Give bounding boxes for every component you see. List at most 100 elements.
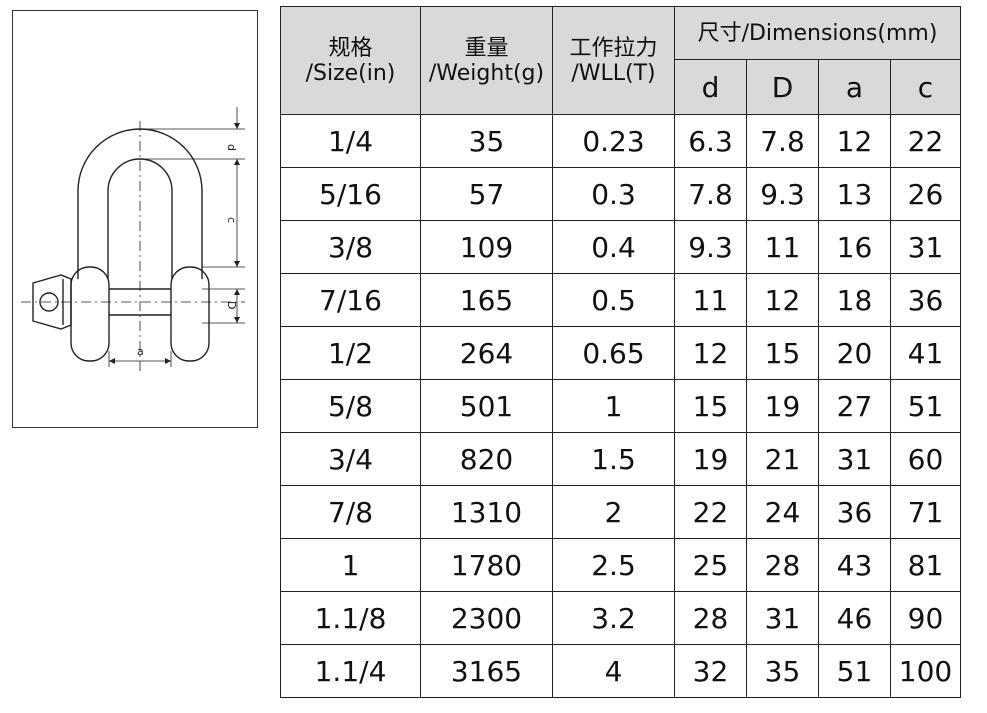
cell-d: 7.8 — [674, 167, 747, 221]
table-row: 1.1/4 3165 4 32 35 51 100 — [280, 644, 961, 698]
cell-wll: 2 — [552, 485, 675, 539]
header-dimensions: 尺寸/Dimensions(mm) — [674, 6, 961, 60]
cell-d-outer: 31 — [746, 591, 819, 645]
table-row: 3/8 109 0.4 9.3 11 16 31 — [280, 220, 961, 274]
cell-d: 6.3 — [674, 114, 747, 168]
table-row: 1/4 35 0.23 6.3 7.8 12 22 — [280, 114, 961, 168]
pin-hole — [39, 292, 59, 312]
cell-weight: 35 — [420, 114, 553, 168]
table-row: 5/8 501 1 15 19 27 51 — [280, 379, 961, 433]
cell-size: 7/16 — [280, 273, 421, 327]
cell-size: 5/16 — [280, 167, 421, 221]
header-d: d — [674, 59, 747, 115]
cell-size: 1.1/8 — [280, 591, 421, 645]
cell-size: 1/4 — [280, 114, 421, 168]
cell-weight: 109 — [420, 220, 553, 274]
cell-wll: 0.4 — [552, 220, 675, 274]
cell-d-outer: 28 — [746, 538, 819, 592]
cell-d-outer: 15 — [746, 326, 819, 380]
cell-a: 46 — [818, 591, 891, 645]
table-row: 1/2 264 0.65 12 15 20 41 — [280, 326, 961, 380]
table-row: 7/16 165 0.5 11 12 18 36 — [280, 273, 961, 327]
shackle-diagram: d c D a — [12, 10, 258, 428]
cell-c: 51 — [890, 379, 961, 433]
cell-weight: 57 — [420, 167, 553, 221]
cell-size: 1 — [280, 538, 421, 592]
cell-size: 3/4 — [280, 432, 421, 486]
cell-c: 71 — [890, 485, 961, 539]
cell-a: 43 — [818, 538, 891, 592]
cell-d-outer: 24 — [746, 485, 819, 539]
dim-label-a: a — [137, 345, 144, 358]
cell-weight: 501 — [420, 379, 553, 433]
cell-c: 26 — [890, 167, 961, 221]
table-row: 1 1780 2.5 25 28 43 81 — [280, 538, 961, 592]
cell-weight: 2300 — [420, 591, 553, 645]
cell-a: 12 — [818, 114, 891, 168]
cell-c: 60 — [890, 432, 961, 486]
left-ear — [70, 266, 110, 362]
cell-weight: 165 — [420, 273, 553, 327]
cell-d-outer: 12 — [746, 273, 819, 327]
cell-size: 7/8 — [280, 485, 421, 539]
cell-weight: 820 — [420, 432, 553, 486]
header-a: a — [818, 59, 891, 115]
cell-size: 1/2 — [280, 326, 421, 380]
cell-size: 3/8 — [280, 220, 421, 274]
cell-a: 20 — [818, 326, 891, 380]
cell-d: 11 — [674, 273, 747, 327]
cell-d: 25 — [674, 538, 747, 592]
cell-wll: 0.5 — [552, 273, 675, 327]
cell-wll: 4 — [552, 644, 675, 698]
cell-wll: 0.3 — [552, 167, 675, 221]
cell-d: 15 — [674, 379, 747, 433]
cell-d: 19 — [674, 432, 747, 486]
cell-d-outer: 7.8 — [746, 114, 819, 168]
header-wll: 工作拉力 /WLL(T) — [552, 6, 675, 115]
table-row: 1.1/8 2300 3.2 28 31 46 90 — [280, 591, 961, 645]
cell-d-outer: 19 — [746, 379, 819, 433]
dim-label-d: d — [225, 144, 238, 151]
header-c: c — [890, 59, 961, 115]
cell-weight: 3165 — [420, 644, 553, 698]
cell-d: 32 — [674, 644, 747, 698]
cell-a: 27 — [818, 379, 891, 433]
cell-c: 31 — [890, 220, 961, 274]
pin-head — [32, 274, 72, 330]
cell-a: 51 — [818, 644, 891, 698]
cell-c: 81 — [890, 538, 961, 592]
table-row: 7/8 1310 2 22 24 36 71 — [280, 485, 961, 539]
cell-weight: 1780 — [420, 538, 553, 592]
cell-c: 41 — [890, 326, 961, 380]
dim-label-c: c — [225, 217, 238, 223]
cell-d: 12 — [674, 326, 747, 380]
dim-label-D: D — [225, 301, 238, 309]
cell-d-outer: 35 — [746, 644, 819, 698]
cell-wll: 1.5 — [552, 432, 675, 486]
cell-c: 22 — [890, 114, 961, 168]
cell-d-outer: 9.3 — [746, 167, 819, 221]
cell-wll: 0.65 — [552, 326, 675, 380]
right-ear — [170, 266, 210, 362]
shackle-drawing: d c D a — [21, 107, 245, 371]
cell-d-outer: 21 — [746, 432, 819, 486]
spec-table: 规格 /Size(in) 重量 /Weight(g) 工作拉力 /WLL(T) … — [280, 6, 961, 698]
table-row: 5/16 57 0.3 7.8 9.3 13 26 — [280, 167, 961, 221]
cell-size: 1.1/4 — [280, 644, 421, 698]
table-row: 3/4 820 1.5 19 21 31 60 — [280, 432, 961, 486]
cell-d: 28 — [674, 591, 747, 645]
cell-wll: 1 — [552, 379, 675, 433]
cell-weight: 1310 — [420, 485, 553, 539]
cell-size: 5/8 — [280, 379, 421, 433]
cell-a: 31 — [818, 432, 891, 486]
header-size: 规格 /Size(in) — [280, 6, 421, 115]
header-weight: 重量 /Weight(g) — [420, 6, 553, 115]
cell-c: 100 — [890, 644, 961, 698]
cell-weight: 264 — [420, 326, 553, 380]
cell-c: 36 — [890, 273, 961, 327]
header-D: D — [746, 59, 819, 115]
cell-wll: 3.2 — [552, 591, 675, 645]
cell-a: 36 — [818, 485, 891, 539]
cell-d: 22 — [674, 485, 747, 539]
cell-a: 18 — [818, 273, 891, 327]
